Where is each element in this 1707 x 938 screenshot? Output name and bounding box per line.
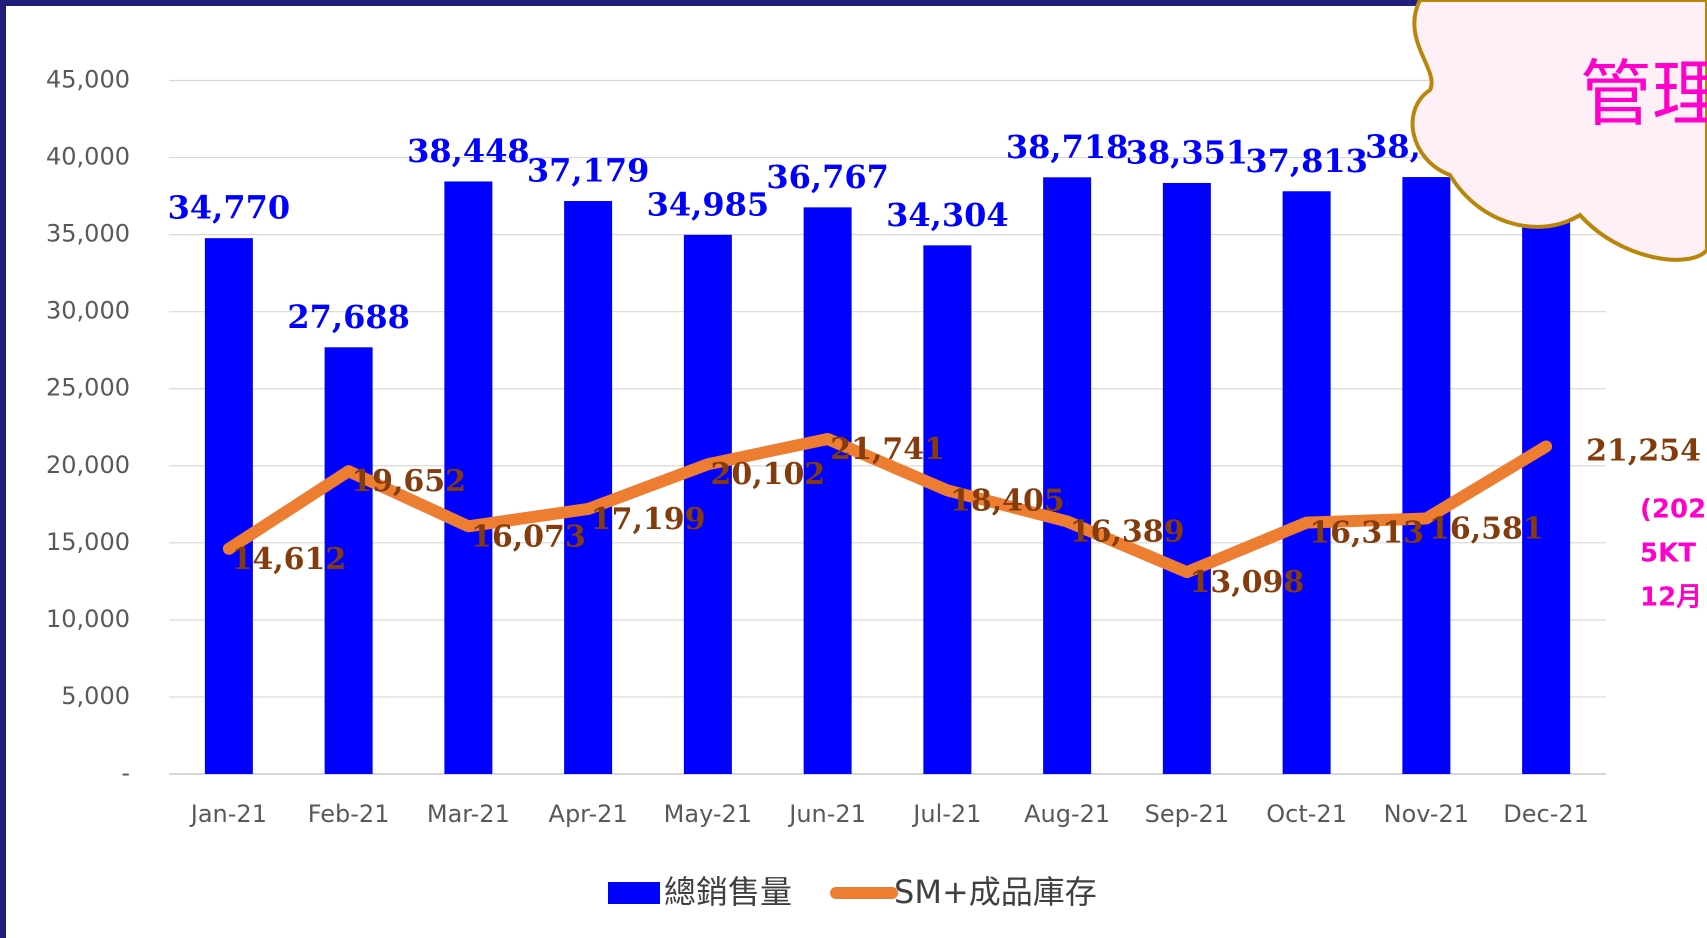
line-value-label: 21,254 — [1586, 433, 1701, 468]
y-tick-label: 20,000 — [46, 451, 130, 479]
line-value-label: 16,313 — [1309, 516, 1424, 551]
bar-value-label: 37,179 — [527, 152, 649, 190]
callout-cloud: 管理 — [1410, 0, 1707, 262]
callout-text: 管理 — [1580, 52, 1707, 136]
bar-value-label: 34,304 — [886, 196, 1008, 234]
x-tick-label: Jan-21 — [189, 800, 267, 828]
bar — [1043, 177, 1092, 774]
y-tick-label: 10,000 — [46, 605, 130, 633]
line-value-label: 21,741 — [830, 432, 945, 467]
annotation: (202 — [1640, 495, 1706, 525]
bar — [1522, 171, 1571, 774]
y-tick-label: 5,000 — [61, 682, 130, 710]
y-tick-label: 30,000 — [46, 297, 130, 325]
bar-value-label: 34,770 — [168, 189, 290, 227]
bar-value-label: 34,985 — [647, 185, 769, 223]
y-tick-label: - — [121, 759, 130, 787]
x-tick-label: Sep-21 — [1145, 800, 1229, 828]
line-value-label: 18,405 — [950, 483, 1065, 518]
x-tick-label: Nov-21 — [1384, 800, 1469, 828]
bar — [1402, 177, 1451, 775]
line-value-label: 16,073 — [471, 519, 586, 554]
bar — [204, 238, 253, 775]
bar-value-label: 27,688 — [287, 298, 409, 336]
line-value-label: 20,102 — [710, 457, 825, 492]
line-value-label: 16,389 — [1070, 514, 1185, 549]
y-tick-label: 25,000 — [46, 374, 130, 402]
x-tick-label: Oct-21 — [1266, 800, 1347, 828]
bar-value-label: 38,351 — [1126, 133, 1248, 171]
x-tick-label: Mar-21 — [427, 800, 510, 828]
x-tick-label: Dec-21 — [1503, 800, 1589, 828]
line-value-label: 16,581 — [1429, 511, 1544, 546]
bar — [444, 181, 493, 774]
line — [222, 432, 1553, 579]
y-tick-label: 40,000 — [46, 143, 130, 171]
line-value-label: 19,652 — [351, 464, 466, 499]
line-value-label: 17,199 — [591, 502, 706, 537]
y-tick-label: 45,000 — [46, 66, 130, 94]
legend-label: 總銷售量 — [664, 873, 792, 911]
bar — [324, 347, 373, 774]
x-tick-label: Jun-21 — [787, 800, 866, 828]
x-tick-label: Apr-21 — [549, 800, 628, 828]
y-tick-label: 35,000 — [46, 220, 130, 248]
annotation: 5KT S — [1640, 539, 1707, 569]
line-value-label: 13,098 — [1189, 565, 1304, 600]
bar — [564, 201, 613, 775]
bar — [1282, 191, 1331, 775]
annotation: 12月 — [1640, 583, 1702, 613]
bar-value-label: 38,448 — [407, 132, 529, 170]
bar-value-label: 38,718 — [1006, 128, 1128, 166]
legend-swatch — [608, 882, 660, 904]
bar-value-label: 37,813 — [1245, 142, 1367, 180]
legend-label: SM+成品庫存 — [894, 873, 1097, 911]
x-tick-label: May-21 — [664, 800, 752, 828]
bar — [923, 245, 972, 774]
bar — [803, 207, 852, 774]
x-tick-label: Jul-21 — [911, 800, 981, 828]
bar — [1162, 182, 1211, 774]
bar-value-label: 36,767 — [766, 158, 888, 196]
bar — [683, 234, 732, 774]
line-value-label: 14,612 — [231, 542, 346, 577]
y-tick-label: 15,000 — [46, 528, 130, 556]
x-tick-label: Feb-21 — [308, 800, 390, 828]
x-tick-label: Aug-21 — [1024, 800, 1110, 828]
